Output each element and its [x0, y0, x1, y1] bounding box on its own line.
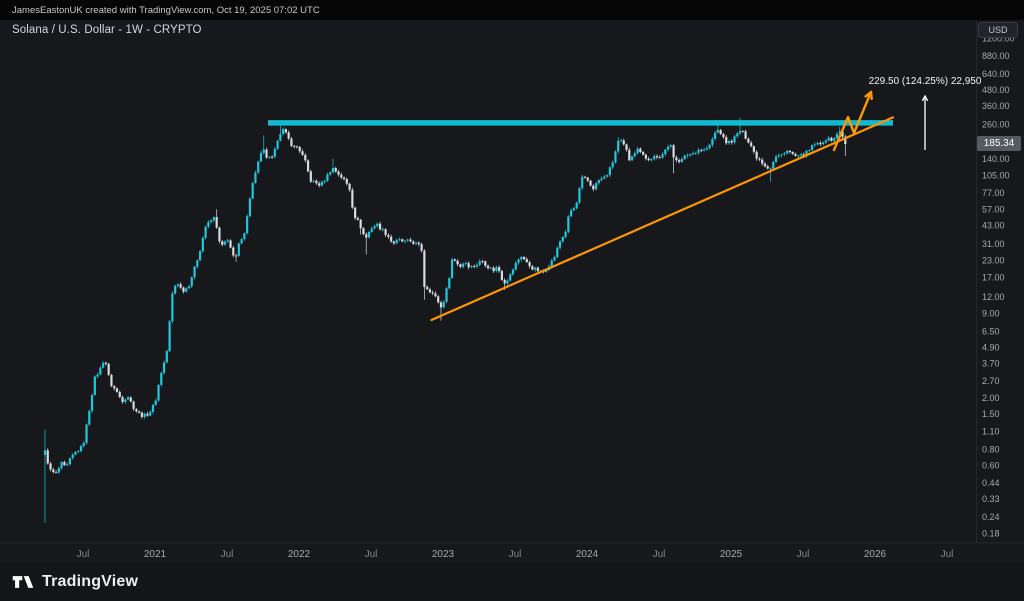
- price-tick-label: 31.00: [982, 239, 1005, 249]
- attribution-text: JamesEastonUK created with TradingView.c…: [12, 4, 320, 16]
- chart-area: 229.50 (124.25%) 22,950 1200.00 880.00 640.…: [0, 20, 1024, 563]
- price-tick-label: 77.00: [982, 188, 1005, 198]
- price-tick-label: 2.00: [982, 393, 1000, 403]
- tradingview-brand[interactable]: TradingView: [42, 573, 139, 590]
- breakout-zigzag-arrow[interactable]: [832, 90, 873, 152]
- ascending-trendline[interactable]: [430, 116, 895, 322]
- time-tick-label: Jul: [941, 549, 954, 560]
- time-tick-label: 2023: [432, 549, 455, 560]
- price-tick-label: 9.00: [982, 308, 1000, 318]
- measure-label: 229.50 (124.25%) 22,950: [869, 76, 982, 87]
- symbol-title: Solana / U.S. Dollar - 1W - CRYPTO: [12, 24, 202, 36]
- price-tick-label: 0.80: [982, 444, 1000, 454]
- price-tick-label: 140.00: [982, 154, 1010, 164]
- time-axis[interactable]: Jul 2021 Jul 2022 Jul 2023 Jul 2024 Jul 2025 Jul 20…: [77, 549, 954, 560]
- price-tick-label: 6.50: [982, 327, 1000, 337]
- price-tick-label: 640.00: [982, 69, 1010, 79]
- time-tick-label: 2026: [864, 549, 887, 560]
- drawing-annotations[interactable]: 229.50 (124.25%) 22,950: [268, 76, 982, 322]
- time-tick-label: Jul: [797, 549, 810, 560]
- chart-canvas[interactable]: 229.50 (124.25%) 22,950 1200.00 880.00 640.…: [0, 20, 1024, 563]
- time-tick-label: 2022: [288, 549, 311, 560]
- time-tick-label: Jul: [509, 549, 522, 560]
- time-tick-label: 2021: [144, 549, 167, 560]
- currency-toggle[interactable]: USD: [978, 22, 1018, 38]
- price-tick-label: 1200.00: [982, 33, 1015, 43]
- price-tick-label: 105.00: [982, 170, 1010, 180]
- price-tick-label: 0.44: [982, 478, 1000, 488]
- attribution-bar: JamesEastonUK created with TradingView.c…: [0, 0, 1024, 20]
- price-tick-label: 3.70: [982, 358, 1000, 368]
- price-tick-label: 2.70: [982, 376, 1000, 386]
- last-price-badge: 185.34: [977, 136, 1021, 151]
- price-tick-label: 880.00: [982, 51, 1010, 61]
- time-tick-label: Jul: [653, 549, 666, 560]
- price-tick-label: 1.50: [982, 409, 1000, 419]
- price-tick-label: 1.10: [982, 427, 1000, 437]
- time-tick-label: 2024: [576, 549, 599, 560]
- price-tick-label: 0.60: [982, 461, 1000, 471]
- price-tick-label: 57.00: [982, 205, 1005, 215]
- price-tick-label: 360.00: [982, 101, 1010, 111]
- axis-separators: [0, 20, 1024, 544]
- price-tick-label: 23.00: [982, 256, 1005, 266]
- time-tick-label: 2025: [720, 549, 743, 560]
- candlestick-series: [43, 117, 847, 523]
- price-tick-label: 260.00: [982, 119, 1010, 129]
- time-tick-label: Jul: [365, 549, 378, 560]
- time-tick-label: Jul: [221, 549, 234, 560]
- time-tick-label: Jul: [77, 549, 90, 560]
- price-tick-label: 0.33: [982, 494, 1000, 504]
- price-tick-label: 43.00: [982, 221, 1005, 231]
- price-tick-label: 4.90: [982, 343, 1000, 353]
- price-tick-label: 0.18: [982, 528, 1000, 538]
- price-tick-label: 12.00: [982, 292, 1005, 302]
- price-tick-label: 17.00: [982, 273, 1005, 283]
- tradingview-logo-icon[interactable]: [12, 574, 34, 590]
- footer-bar: TradingView: [0, 563, 1024, 601]
- price-tick-label: 0.24: [982, 512, 1000, 522]
- price-axis[interactable]: 1200.00 880.00 640.00 480.00 360.00 260.00 140…: [982, 33, 1015, 538]
- price-tick-label: 480.00: [982, 85, 1010, 95]
